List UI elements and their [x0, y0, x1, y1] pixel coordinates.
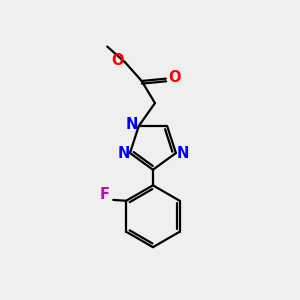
Text: F: F — [99, 188, 110, 202]
Text: O: O — [111, 53, 124, 68]
Text: N: N — [126, 117, 139, 132]
Text: N: N — [117, 146, 130, 161]
Text: O: O — [168, 70, 180, 85]
Text: N: N — [176, 146, 189, 161]
